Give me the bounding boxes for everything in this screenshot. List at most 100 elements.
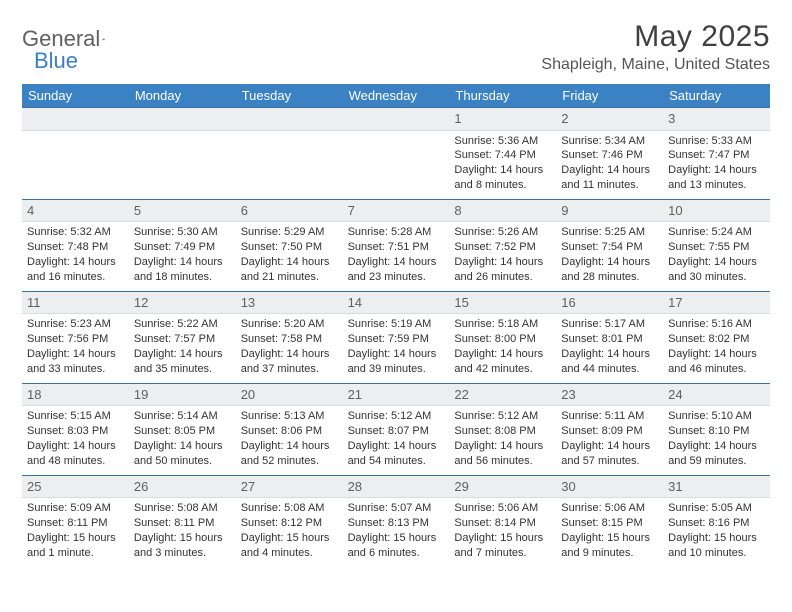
- day-number: 12: [129, 292, 236, 315]
- day-cell: 31 Sunrise: 5:05 AMSunset: 8:16 PMDayligh…: [663, 476, 770, 567]
- day-number: 25: [22, 476, 129, 499]
- day-number: 5: [129, 200, 236, 223]
- daylight-text: Daylight: 14 hours and 37 minutes.: [241, 347, 338, 377]
- day-cell: 24Sunrise: 5:10 AMSunset: 8:10 PMDayligh…: [663, 384, 770, 475]
- sunset-text: Sunset: 8:11 PM: [134, 516, 231, 531]
- sunset-text: Sunset: 7:48 PM: [27, 240, 124, 255]
- day-number: 17: [663, 292, 770, 315]
- week-row: 4 Sunrise: 5:32 AMSunset: 7:48 PM Daylight…: [22, 199, 770, 291]
- sunset-text: Sunset: 8:14 PM: [454, 516, 551, 531]
- day-number: 14: [343, 292, 450, 315]
- day-cell: [236, 108, 343, 199]
- sunset-text: Sunset: 7:56 PM: [27, 332, 124, 347]
- title-block: May 2025 Shapleigh, Maine, United States: [541, 20, 770, 74]
- sunset-text: Sunset: 8:01 PM: [561, 332, 658, 347]
- day-cell: 9Sunrise: 5:25 AMSunset: 7:54 PMDaylight…: [556, 200, 663, 291]
- sunrise-text: Sunrise: 5:32 AM: [27, 225, 124, 240]
- day-number: 16: [556, 292, 663, 315]
- sunset-text: Sunset: 8:00 PM: [454, 332, 551, 347]
- day-number: 19: [129, 384, 236, 407]
- daylight-text: Daylight: 14 hours and 8 minutes.: [454, 163, 551, 193]
- daylight-text: Daylight: 14 hours and 33 minutes.: [27, 347, 124, 377]
- sunset-text: Sunset: 8:06 PM: [241, 424, 338, 439]
- day-number: [22, 108, 129, 131]
- daylight-text: Daylight: 15 hours and 10 minutes.: [668, 531, 765, 561]
- day-cell: 16 Sunrise: 5:17 AMSunset: 8:01 PMDayligh…: [556, 292, 663, 383]
- day-cell: [22, 108, 129, 199]
- sunset-text: Sunset: 7:50 PM: [241, 240, 338, 255]
- day-cell: 19Sunrise: 5:14 AMSunset: 8:05 PMDayligh…: [129, 384, 236, 475]
- logo-blue: Blue: [34, 48, 78, 74]
- day-number: 22: [449, 384, 556, 407]
- day-cell: 14Sunrise: 5:19 AMSunset: 7:59 PMDayligh…: [343, 292, 450, 383]
- sunrise-text: Sunrise: 5:14 AM: [134, 409, 231, 424]
- weeks-container: 1Sunrise: 5:36 AMSunset: 7:44 PMDaylight…: [22, 107, 770, 567]
- day-number: 1: [449, 108, 556, 131]
- day-number: 3: [663, 108, 770, 131]
- day-cell: 12Sunrise: 5:22 AMSunset: 7:57 PMDayligh…: [129, 292, 236, 383]
- sunset-text: Sunset: 8:15 PM: [561, 516, 658, 531]
- sunrise-text: Sunrise: 5:16 AM: [668, 317, 765, 332]
- sunrise-text: Sunrise: 5:11 AM: [561, 409, 658, 424]
- day-cell: 8Sunrise: 5:26 AMSunset: 7:52 PMDaylight…: [449, 200, 556, 291]
- sunrise-text: Sunrise: 5:34 AM: [561, 134, 658, 149]
- day-number: 26: [129, 476, 236, 499]
- sunset-text: Sunset: 7:51 PM: [348, 240, 445, 255]
- sunset-text: Sunset: 8:03 PM: [27, 424, 124, 439]
- sunrise-text: Sunrise: 5:17 AM: [561, 317, 658, 332]
- daylight-text: Daylight: 14 hours and 56 minutes.: [454, 439, 551, 469]
- sunrise-text: Sunrise: 5:22 AM: [134, 317, 231, 332]
- sunset-text: Sunset: 7:59 PM: [348, 332, 445, 347]
- day-number: 30: [556, 476, 663, 499]
- month-title: May 2025: [541, 20, 770, 54]
- daylight-text: Daylight: 14 hours and 11 minutes.: [561, 163, 658, 193]
- day-number: [129, 108, 236, 131]
- day-cell: 11Sunrise: 5:23 AMSunset: 7:56 PMDayligh…: [22, 292, 129, 383]
- day-cell: 6 Sunrise: 5:29 AMSunset: 7:50 PMDaylight…: [236, 200, 343, 291]
- sunrise-text: Sunrise: 5:12 AM: [454, 409, 551, 424]
- day-cell: 5Sunrise: 5:30 AMSunset: 7:49 PMDaylight…: [129, 200, 236, 291]
- daylight-text: Daylight: 14 hours and 52 minutes.: [241, 439, 338, 469]
- day-number: 18: [22, 384, 129, 407]
- day-number: 15: [449, 292, 556, 315]
- day-cell: 18Sunrise: 5:15 AMSunset: 8:03 PMDayligh…: [22, 384, 129, 475]
- day-number: 4: [22, 200, 129, 223]
- sunrise-text: Sunrise: 5:28 AM: [348, 225, 445, 240]
- sunrise-text: Sunrise: 5:23 AM: [27, 317, 124, 332]
- sunrise-text: Sunrise: 5:10 AM: [668, 409, 765, 424]
- sunset-text: Sunset: 8:16 PM: [668, 516, 765, 531]
- sunrise-text: Sunrise: 5:24 AM: [668, 225, 765, 240]
- daylight-text: Daylight: 14 hours and 30 minutes.: [668, 255, 765, 285]
- sunset-text: Sunset: 7:57 PM: [134, 332, 231, 347]
- daylight-text: Daylight: 14 hours and 44 minutes.: [561, 347, 658, 377]
- sunset-text: Sunset: 7:44 PM: [454, 148, 551, 163]
- dow-fri: Friday: [556, 84, 663, 107]
- day-number: 27: [236, 476, 343, 499]
- sunrise-text: Sunrise: 5:08 AM: [134, 501, 231, 516]
- day-number: 31: [663, 476, 770, 499]
- header: General May 2025 Shapleigh, Maine, Unite…: [22, 20, 770, 74]
- sunrise-text: Sunrise: 5:29 AM: [241, 225, 338, 240]
- daylight-text: Daylight: 14 hours and 50 minutes.: [134, 439, 231, 469]
- dow-thu: Thursday: [449, 84, 556, 107]
- day-number: 8: [449, 200, 556, 223]
- day-cell: 13Sunrise: 5:20 AMSunset: 7:58 PMDayligh…: [236, 292, 343, 383]
- sunrise-text: Sunrise: 5:05 AM: [668, 501, 765, 516]
- calendar: Sunday Monday Tuesday Wednesday Thursday…: [22, 84, 770, 567]
- week-row: 1Sunrise: 5:36 AMSunset: 7:44 PMDaylight…: [22, 107, 770, 199]
- daylight-text: Daylight: 14 hours and 28 minutes.: [561, 255, 658, 285]
- sunrise-text: Sunrise: 5:36 AM: [454, 134, 551, 149]
- day-cell: 21Sunrise: 5:12 AMSunset: 8:07 PMDayligh…: [343, 384, 450, 475]
- daylight-text: Daylight: 14 hours and 59 minutes.: [668, 439, 765, 469]
- day-number: 6: [236, 200, 343, 223]
- day-number: 2: [556, 108, 663, 131]
- day-cell: [343, 108, 450, 199]
- sunrise-text: Sunrise: 5:15 AM: [27, 409, 124, 424]
- location: Shapleigh, Maine, United States: [541, 56, 770, 74]
- sunrise-text: Sunrise: 5:07 AM: [348, 501, 445, 516]
- day-cell: 30Sunrise: 5:06 AMSunset: 8:15 PMDayligh…: [556, 476, 663, 567]
- day-cell: 22Sunrise: 5:12 AMSunset: 8:08 PMDayligh…: [449, 384, 556, 475]
- daylight-text: Daylight: 14 hours and 21 minutes.: [241, 255, 338, 285]
- day-number: 21: [343, 384, 450, 407]
- day-number: 24: [663, 384, 770, 407]
